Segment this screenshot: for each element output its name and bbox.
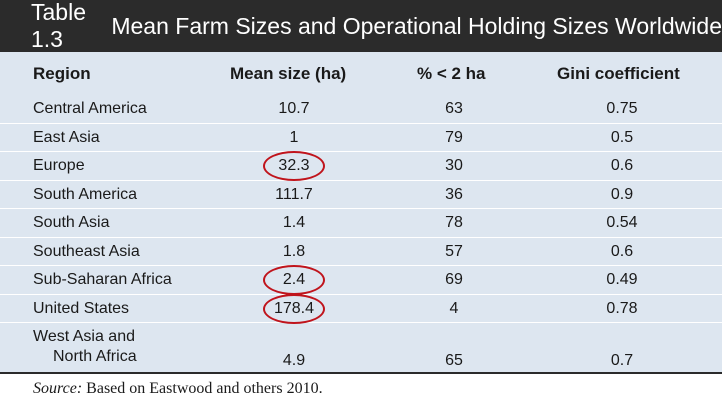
- cell-pct-under-2ha: 57: [445, 242, 463, 260]
- cell-region-text: United States: [33, 299, 130, 317]
- cell-region: United States: [33, 300, 129, 318]
- cell-region-text: South America: [33, 185, 138, 203]
- table-body: Central America 10.7 63 0.75 East Asia 1 79 0.5…: [0, 95, 722, 377]
- table-header-row: Region Mean size (ha) % < 2 ha Gini coef…: [0, 52, 722, 95]
- table-row: East Asia 1 79 0.5: [0, 124, 722, 152]
- red-circle-annotation: [263, 151, 325, 181]
- header-mean-size: Mean size (ha): [230, 64, 347, 83]
- header-pct-under-2ha: % < 2 ha: [417, 64, 486, 83]
- red-circle-annotation: [263, 293, 325, 324]
- source-note: Source: Based on Eastwood and others 201…: [33, 380, 323, 398]
- cell-region-text: Southeast Asia: [33, 242, 140, 260]
- cell-gini: 0.5: [610, 128, 634, 146]
- table-number: Table 1.3: [31, 0, 86, 52]
- cell-gini: 0.9: [610, 185, 634, 203]
- cell-region-text: Europe: [33, 157, 85, 174]
- data-table: Region Mean size (ha) % < 2 ha Gini coef…: [0, 52, 722, 372]
- cell-pct-under-2ha: 69: [445, 271, 463, 288]
- table-title-bar: Table 1.3 Mean Farm Sizes and Operationa…: [0, 0, 722, 52]
- source-label: Source:: [33, 380, 83, 397]
- cell-region-text: Sub-Saharan Africa: [33, 271, 172, 288]
- cell-region-text: Central America: [33, 100, 147, 117]
- cell-gini: 0.78: [606, 299, 638, 317]
- table-row: Central America 10.7 63 0.75: [0, 95, 722, 124]
- table-row: South America 111.7 36 0.9: [0, 181, 722, 209]
- table-row: South Asia 1.4 78 0.54: [0, 209, 722, 238]
- cell-region: Europe: [33, 157, 85, 175]
- cell-region: South America: [33, 186, 137, 204]
- header-gini: Gini coefficient: [557, 64, 680, 83]
- cell-region-text: East Asia: [33, 128, 100, 146]
- cell-gini: 0.6: [610, 242, 634, 260]
- cell-mean-size: 10.7: [278, 100, 310, 117]
- cell-mean-size: 1: [289, 128, 299, 146]
- table-row: West Asia and North Africa 4.9 65 0.7: [0, 323, 722, 377]
- cell-region: West Asia and North Africa: [33, 328, 137, 366]
- cell-gini: 0.54: [606, 214, 638, 231]
- cell-mean-size: 4.9: [282, 352, 306, 369]
- cell-pct-under-2ha: 36: [445, 185, 463, 203]
- table-row: Europe 32.3 30 0.6: [0, 151, 722, 181]
- cell-mean-size: 1.8: [282, 242, 306, 260]
- cell-region-text: South Asia: [33, 214, 110, 231]
- cell-mean-size: 111.7: [275, 185, 313, 203]
- cell-pct-under-2ha: 30: [445, 157, 463, 174]
- table-row: United States 178.4 4 0.78: [0, 293, 722, 324]
- cell-region: Central America: [33, 100, 147, 118]
- cell-region: South Asia: [33, 214, 110, 232]
- cell-region-text: West Asia and: [33, 328, 135, 345]
- cell-region: Sub-Saharan Africa: [33, 271, 172, 289]
- header-region: Region: [33, 64, 91, 83]
- red-circle-annotation: [263, 265, 325, 295]
- table-title: Mean Farm Sizes and Operational Holding …: [111, 12, 722, 39]
- cell-pct-under-2ha: 4: [449, 299, 459, 317]
- cell-gini: 0.75: [606, 100, 638, 117]
- cell-pct-under-2ha: 65: [445, 352, 463, 369]
- cell-gini: 0.7: [610, 352, 634, 369]
- cell-mean-size: 1.4: [282, 214, 306, 231]
- table-row: Sub-Saharan Africa 2.4 69 0.49: [0, 265, 722, 295]
- cell-gini: 0.49: [606, 271, 638, 288]
- cell-pct-under-2ha: 79: [445, 128, 463, 146]
- bottom-rule: [0, 372, 722, 374]
- cell-region-text-line2: North Africa: [53, 348, 137, 365]
- cell-region: Southeast Asia: [33, 243, 140, 261]
- table-row: Southeast Asia 1.8 57 0.6: [0, 238, 722, 266]
- cell-pct-under-2ha: 63: [445, 100, 463, 117]
- cell-pct-under-2ha: 78: [445, 214, 463, 231]
- cell-region: East Asia: [33, 129, 100, 147]
- source-text: Based on Eastwood and others 2010.: [82, 380, 323, 397]
- cell-gini: 0.6: [610, 157, 634, 174]
